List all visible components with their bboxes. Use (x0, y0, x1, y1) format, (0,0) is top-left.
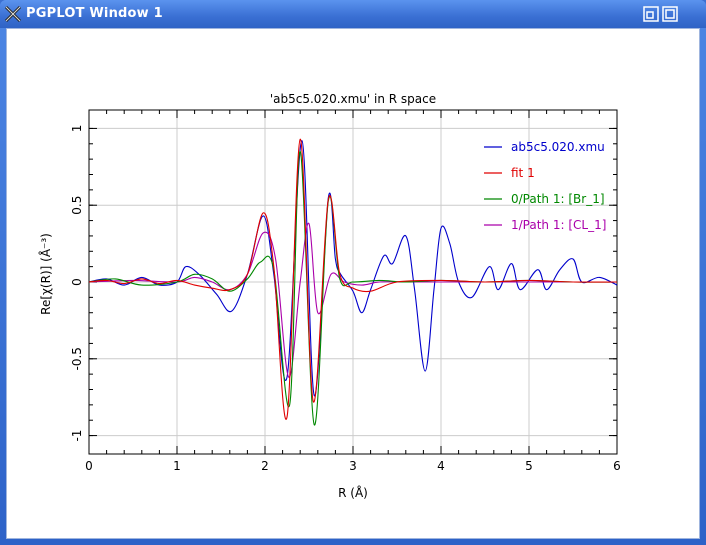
legend-label: 1/Path 1: [CL_1] (511, 218, 606, 232)
y-tick-label: -1 (70, 430, 84, 442)
y-axis-label: Re[χ(R)] (Å⁻³) (38, 233, 53, 315)
axes: 0 1 2 3 4 5 6 -1 -0.5 0 0.5 1 (70, 109, 621, 473)
x-tick-label: 0 (85, 459, 93, 473)
y-tick-label: 0 (70, 278, 84, 286)
x-tick-label: 6 (613, 459, 621, 473)
window-title: PGPLOT Window 1 (26, 6, 163, 21)
x-tick-label: 3 (349, 459, 357, 473)
x-tick-label: 1 (173, 459, 181, 473)
series-group (88, 138, 618, 426)
legend-label: ab5c5.020.xmu (511, 140, 605, 154)
legend: ab5c5.020.xmu fit 1 0/Path 1: [Br_1] 1/Path… (484, 140, 606, 232)
x-tick-label: 2 (261, 459, 269, 473)
x-tick-label: 4 (437, 459, 445, 473)
title-bar[interactable]: PGPLOT Window 1 (0, 0, 706, 28)
series-line-0 (88, 140, 618, 397)
plot-canvas-area: 'ab5c5.020.xmu' in R space R (Å) Re[χ(R)… (6, 28, 700, 539)
legend-label: 0/Path 1: [Br_1] (511, 192, 605, 206)
x-axis-label: R (Å) (338, 485, 368, 500)
restore-icon[interactable] (643, 6, 659, 22)
y-tick-label: 1 (70, 125, 84, 133)
maximize-icon[interactable] (662, 6, 678, 22)
pgplot-x-icon[interactable] (4, 5, 22, 23)
y-tick-label: -0.5 (70, 347, 84, 370)
series-line-1 (88, 138, 618, 420)
y-tick-label: 0.5 (70, 196, 84, 215)
legend-label: fit 1 (511, 166, 535, 180)
chart-title: 'ab5c5.020.xmu' in R space (270, 92, 436, 106)
chart: 'ab5c5.020.xmu' in R space R (Å) Re[χ(R)… (38, 92, 621, 500)
x-tick-label: 5 (525, 459, 533, 473)
